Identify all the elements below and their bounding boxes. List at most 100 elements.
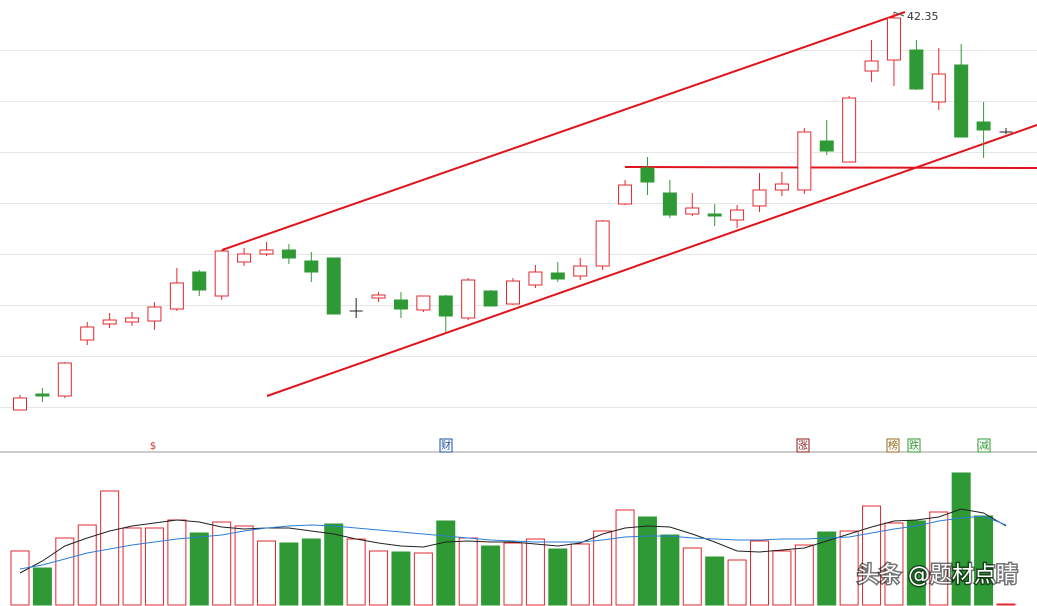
candle-body <box>685 207 700 215</box>
volume-bar <box>570 543 590 606</box>
volume-bar <box>10 550 30 606</box>
trend-line-lower <box>266 124 1037 397</box>
volume-bar <box>279 542 299 606</box>
candle-body <box>842 97 857 163</box>
candle-body <box>483 290 498 307</box>
candle-body <box>80 326 95 341</box>
volume-bar <box>705 556 725 606</box>
candle-body <box>147 306 162 322</box>
volume-bar <box>615 509 635 606</box>
volume-bar <box>817 531 837 606</box>
volume-bar <box>503 542 523 606</box>
event-marker: 财 <box>439 438 453 453</box>
volume-bar <box>974 515 994 606</box>
candle-body <box>35 393 50 397</box>
candle-body <box>102 319 117 325</box>
event-marker: 跌 <box>907 438 921 453</box>
volume-bar <box>884 522 904 606</box>
candle-body <box>909 49 924 90</box>
volume-bar <box>996 603 1016 606</box>
candle-body <box>730 209 745 221</box>
volume-bar <box>906 520 926 606</box>
event-marker-label: 减 <box>979 440 989 452</box>
volume-bar <box>929 511 949 606</box>
candle-body <box>976 121 991 131</box>
candle-body <box>954 64 969 138</box>
candle-body <box>573 265 588 277</box>
candle-body <box>125 317 140 323</box>
trend-line-upper <box>221 11 906 251</box>
volume-bar <box>593 530 613 606</box>
candle-body <box>169 282 184 310</box>
candle-body <box>214 250 229 297</box>
volume-bar <box>301 538 321 606</box>
volume-bar <box>100 490 120 606</box>
event-marker-label: $ <box>150 441 156 452</box>
candle-body <box>640 167 655 183</box>
event-marker-box <box>796 438 810 453</box>
candle-body <box>886 17 901 61</box>
candle-body <box>752 189 767 207</box>
event-marker-label: 涨 <box>798 440 808 452</box>
candle-body <box>461 279 476 319</box>
candle-body <box>506 280 520 305</box>
volume-bar <box>391 551 411 606</box>
event-marker: 榜 <box>886 438 900 453</box>
volume-bar <box>525 538 545 606</box>
candle-body <box>371 294 386 299</box>
volume-bar <box>413 552 433 606</box>
volume-bar <box>660 534 680 606</box>
event-marker-label: 财 <box>441 439 451 452</box>
event-marker: 减 <box>977 438 991 453</box>
price-grid <box>0 0 1037 440</box>
volume-bar <box>77 524 97 606</box>
candle-body <box>797 131 812 191</box>
event-marker: $ <box>150 441 156 452</box>
volume-bar <box>862 505 882 606</box>
volume-bar <box>324 523 344 606</box>
volume-ma-line <box>19 515 1007 570</box>
candle-body <box>550 272 565 280</box>
candle-body <box>528 271 543 286</box>
candle-body <box>393 299 408 310</box>
volume-bar <box>234 525 254 606</box>
volume-bar <box>212 521 232 606</box>
candle-body <box>819 140 834 152</box>
candle-body <box>438 295 453 317</box>
volume-bar <box>167 519 187 606</box>
candle-body <box>281 249 296 259</box>
candle-body <box>707 213 722 217</box>
candle-body <box>57 362 72 397</box>
candle-body <box>416 295 431 311</box>
candle-body <box>864 60 879 72</box>
volume-bar <box>794 544 814 606</box>
volume-bar <box>727 559 747 606</box>
candle-body <box>192 271 207 291</box>
volume-bar <box>369 550 389 606</box>
volume-bar <box>548 548 568 606</box>
volume-bar <box>458 537 478 606</box>
event-marker-box <box>977 438 991 453</box>
watermark: 头条 @题材点睛 <box>857 563 1018 588</box>
support-line <box>624 166 1037 169</box>
candle-body <box>662 192 677 216</box>
event-marker-box <box>439 438 453 453</box>
volume-bar <box>481 545 501 606</box>
candle-body <box>237 253 252 263</box>
event-marker-label: 跌 <box>909 439 919 452</box>
volume-bar <box>257 540 276 606</box>
volume-bar <box>55 537 75 606</box>
candle-body <box>931 73 946 103</box>
volume-bar <box>750 540 769 606</box>
annotation-leader <box>893 11 905 17</box>
volume-bar <box>839 530 859 606</box>
event-marker-label: 榜 <box>888 439 898 452</box>
event-marker-box <box>886 438 900 453</box>
candle-body <box>618 184 633 205</box>
volume-bar <box>189 532 209 606</box>
high-annotation: 42.35 <box>907 10 939 23</box>
candle-body <box>774 183 789 191</box>
candle-body <box>595 220 610 267</box>
event-marker: 涨 <box>796 438 810 453</box>
